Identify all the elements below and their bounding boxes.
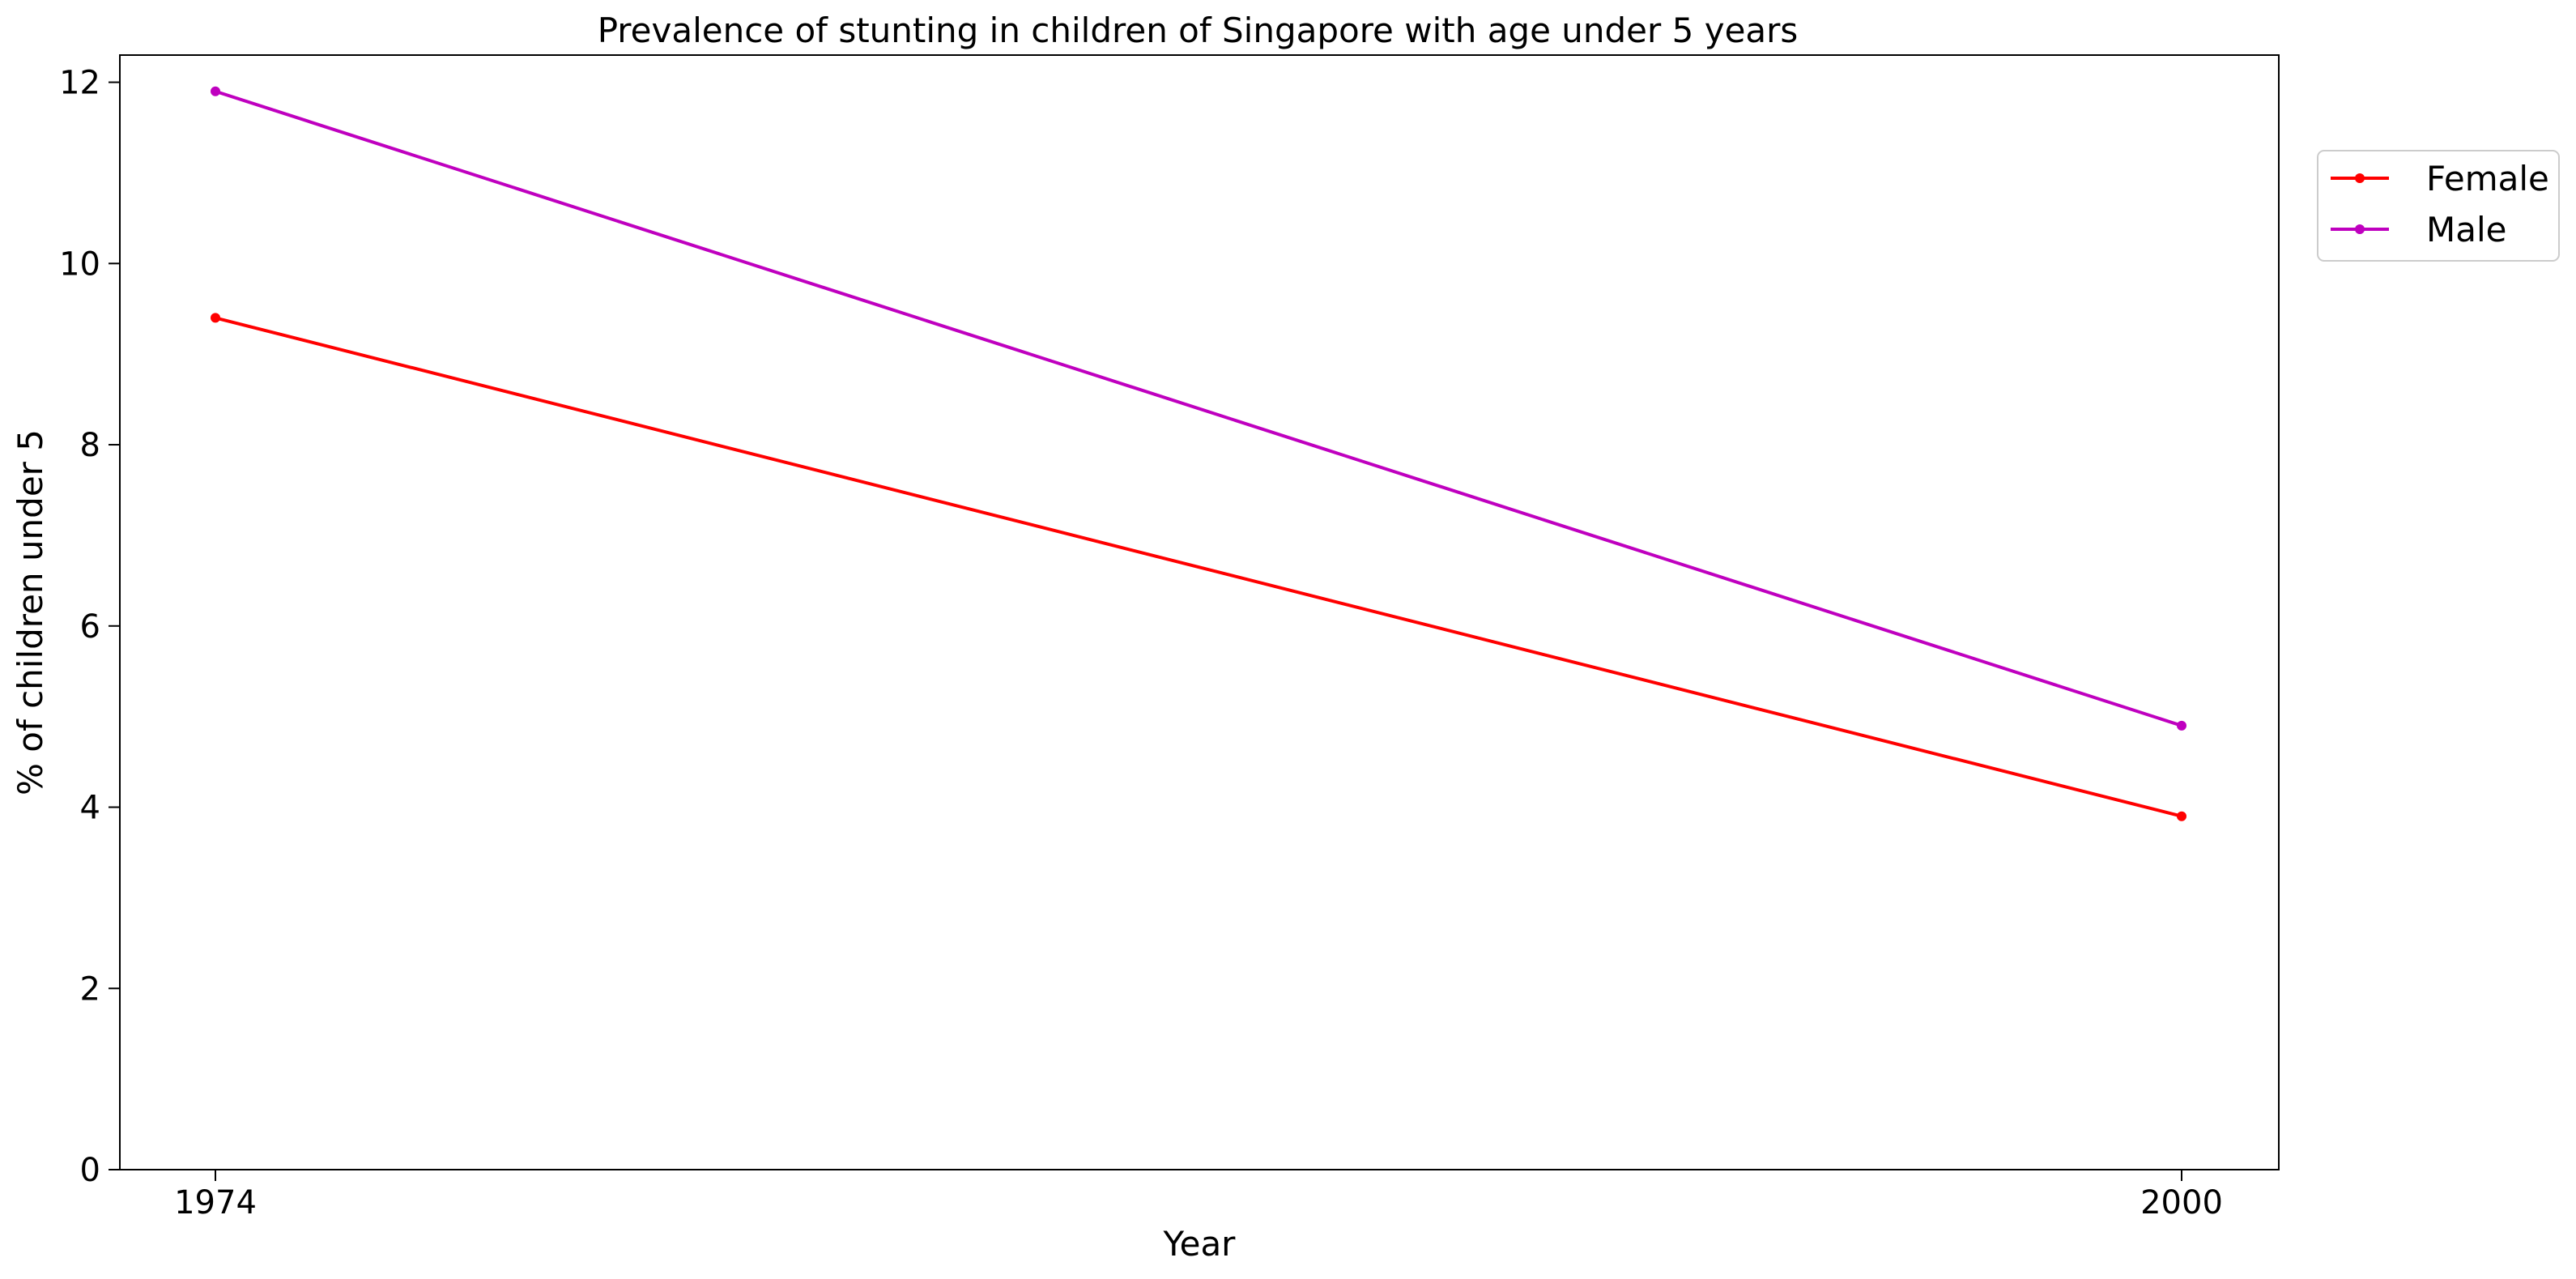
y-tick-label: 0: [80, 1152, 100, 1189]
y-tick-label: 10: [59, 245, 100, 283]
y-axis: 0 2 4 6 8 10 12: [59, 65, 120, 1189]
series-line-female: [215, 316, 2182, 818]
data-point-male: [211, 86, 220, 96]
y-tick-label: 2: [80, 970, 100, 1008]
y-tick-label: 4: [80, 790, 100, 827]
data-point-male: [2177, 720, 2186, 731]
y-tick-label: 12: [59, 65, 100, 102]
y-tick-label: 6: [80, 608, 100, 646]
data-point-female: [211, 313, 220, 323]
series-line-male: [215, 89, 2182, 727]
y-tick-label: 8: [80, 427, 100, 464]
x-tick-label: 1974: [174, 1184, 257, 1221]
legend-marker-male: [2355, 224, 2365, 234]
plot-frame: [119, 54, 2280, 1170]
series-layer: [211, 86, 2186, 821]
legend-label-female: Female: [2426, 159, 2549, 198]
x-axis: 1974 2000: [174, 1170, 2223, 1221]
legend: Female Male: [2317, 150, 2560, 262]
legend-marker-female: [2355, 173, 2365, 183]
y-axis-label: % of children under 5: [11, 429, 50, 795]
chart-title: Prevalence of stunting in children of Si…: [598, 11, 1799, 50]
x-axis-label: Year: [1163, 1224, 1237, 1264]
data-point-female: [2177, 811, 2186, 821]
legend-label-male: Male: [2426, 210, 2506, 249]
x-tick-label: 2000: [2140, 1184, 2223, 1221]
